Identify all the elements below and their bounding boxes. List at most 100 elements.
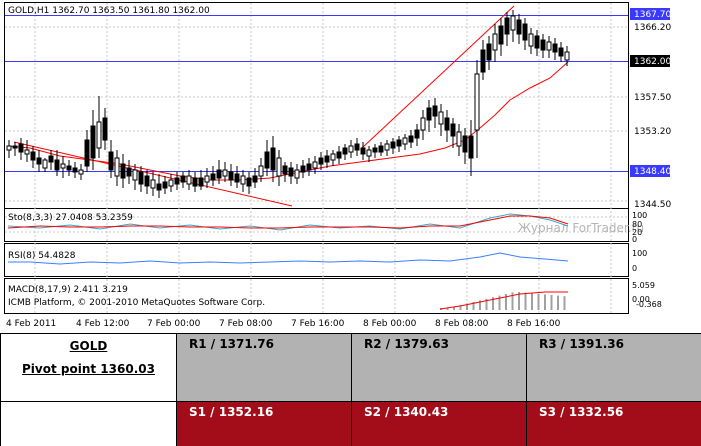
candle-body[interactable]	[312, 161, 318, 169]
candle-body[interactable]	[84, 139, 90, 167]
candle-body[interactable]	[390, 141, 396, 149]
candle-body[interactable]	[324, 155, 330, 163]
candle-body[interactable]	[420, 117, 426, 131]
support-price-tag-text: 1348.40	[634, 167, 671, 177]
candle-body[interactable]	[336, 151, 342, 159]
candle-body[interactable]	[426, 107, 432, 121]
candle-body[interactable]	[234, 173, 240, 183]
candle-body[interactable]	[132, 169, 138, 181]
candle-body[interactable]	[498, 25, 504, 45]
candle-body[interactable]	[114, 157, 120, 177]
candle-body[interactable]	[120, 163, 126, 179]
price-chart-window[interactable]: GOLD,H1 1362.70 1363.50 1361.80 1362.00 …	[0, 0, 701, 333]
candle-body[interactable]	[366, 149, 372, 157]
candle-body[interactable]	[534, 35, 540, 49]
chart-canvas[interactable]: GOLD,H1 1362.70 1363.50 1361.80 1362.00 …	[0, 0, 701, 333]
candle-body[interactable]	[18, 143, 24, 153]
candle-body[interactable]	[240, 175, 246, 185]
candle-body[interactable]	[72, 167, 78, 173]
candle-body[interactable]	[288, 167, 294, 177]
candlestick-series[interactable]	[6, 10, 570, 198]
candle-body[interactable]	[282, 165, 288, 175]
candle-body[interactable]	[162, 181, 168, 189]
candle-body[interactable]	[228, 171, 234, 181]
candle-body[interactable]	[108, 151, 114, 171]
candle-body[interactable]	[510, 15, 516, 31]
candle-body[interactable]	[414, 129, 420, 139]
candle-body[interactable]	[360, 147, 366, 155]
candle-body[interactable]	[354, 143, 360, 151]
candle-body[interactable]	[306, 163, 312, 171]
candle-body[interactable]	[24, 149, 30, 155]
candle-body[interactable]	[264, 151, 270, 169]
ascending-trendline[interactable]	[361, 5, 515, 149]
candle-body[interactable]	[6, 145, 12, 151]
candle-body[interactable]	[456, 131, 462, 147]
candle-body[interactable]	[474, 73, 480, 131]
candle-body[interactable]	[90, 125, 96, 159]
candle-body[interactable]	[126, 167, 132, 177]
candle-body[interactable]	[144, 175, 150, 187]
candle-body[interactable]	[66, 165, 72, 171]
candle-body[interactable]	[210, 173, 216, 181]
candle-body[interactable]	[186, 175, 192, 185]
candle-body[interactable]	[462, 135, 468, 153]
candle-body[interactable]	[396, 139, 402, 147]
candle-body[interactable]	[348, 145, 354, 153]
candle-body[interactable]	[198, 177, 204, 187]
candle-body[interactable]	[516, 19, 522, 35]
candle-body[interactable]	[558, 47, 564, 57]
candle-body[interactable]	[486, 43, 492, 61]
candle-body[interactable]	[156, 183, 162, 191]
candle-body[interactable]	[246, 177, 252, 187]
candle-body[interactable]	[528, 33, 534, 47]
candle-body[interactable]	[438, 111, 444, 125]
candle-body[interactable]	[444, 117, 450, 131]
candle-body[interactable]	[180, 175, 186, 183]
candle-body[interactable]	[408, 135, 414, 143]
candle-body[interactable]	[60, 163, 66, 169]
candle-body[interactable]	[318, 157, 324, 165]
candle-body[interactable]	[78, 169, 84, 175]
candle-body[interactable]	[378, 145, 384, 153]
candle-body[interactable]	[402, 137, 408, 145]
macd-histogram-bar	[518, 292, 520, 310]
candle-body[interactable]	[564, 51, 570, 61]
candle-body[interactable]	[216, 169, 222, 179]
candle-body[interactable]	[432, 105, 438, 117]
candle-body[interactable]	[270, 147, 276, 171]
candle-body[interactable]	[552, 43, 558, 53]
candle-body[interactable]	[492, 33, 498, 51]
candle-body[interactable]	[48, 155, 54, 163]
candle-body[interactable]	[12, 145, 18, 149]
candle-body[interactable]	[258, 165, 264, 177]
candle-body[interactable]	[138, 171, 144, 185]
candle-body[interactable]	[174, 177, 180, 185]
candle-body[interactable]	[54, 159, 60, 171]
candle-body[interactable]	[96, 121, 102, 149]
candle-body[interactable]	[480, 49, 486, 73]
candle-body[interactable]	[102, 117, 108, 141]
candle-body[interactable]	[276, 157, 282, 177]
candle-body[interactable]	[330, 153, 336, 161]
candle-body[interactable]	[372, 147, 378, 153]
candle-body[interactable]	[540, 39, 546, 51]
candle-body[interactable]	[192, 177, 198, 187]
candle-body[interactable]	[504, 17, 510, 35]
candle-body[interactable]	[294, 169, 300, 179]
candle-body[interactable]	[522, 23, 528, 41]
candle-body[interactable]	[42, 159, 48, 169]
candle-body[interactable]	[30, 151, 36, 161]
candle-body[interactable]	[300, 165, 306, 173]
candle-body[interactable]	[150, 179, 156, 189]
candle-body[interactable]	[36, 157, 42, 165]
candle-body[interactable]	[204, 175, 210, 183]
candle-body[interactable]	[468, 135, 474, 159]
candle-body[interactable]	[342, 147, 348, 155]
candle-body[interactable]	[384, 143, 390, 151]
candle-body[interactable]	[168, 179, 174, 187]
candle-body[interactable]	[222, 169, 228, 177]
candle-body[interactable]	[546, 41, 552, 51]
candle-body[interactable]	[252, 175, 258, 183]
candle-body[interactable]	[450, 123, 456, 137]
